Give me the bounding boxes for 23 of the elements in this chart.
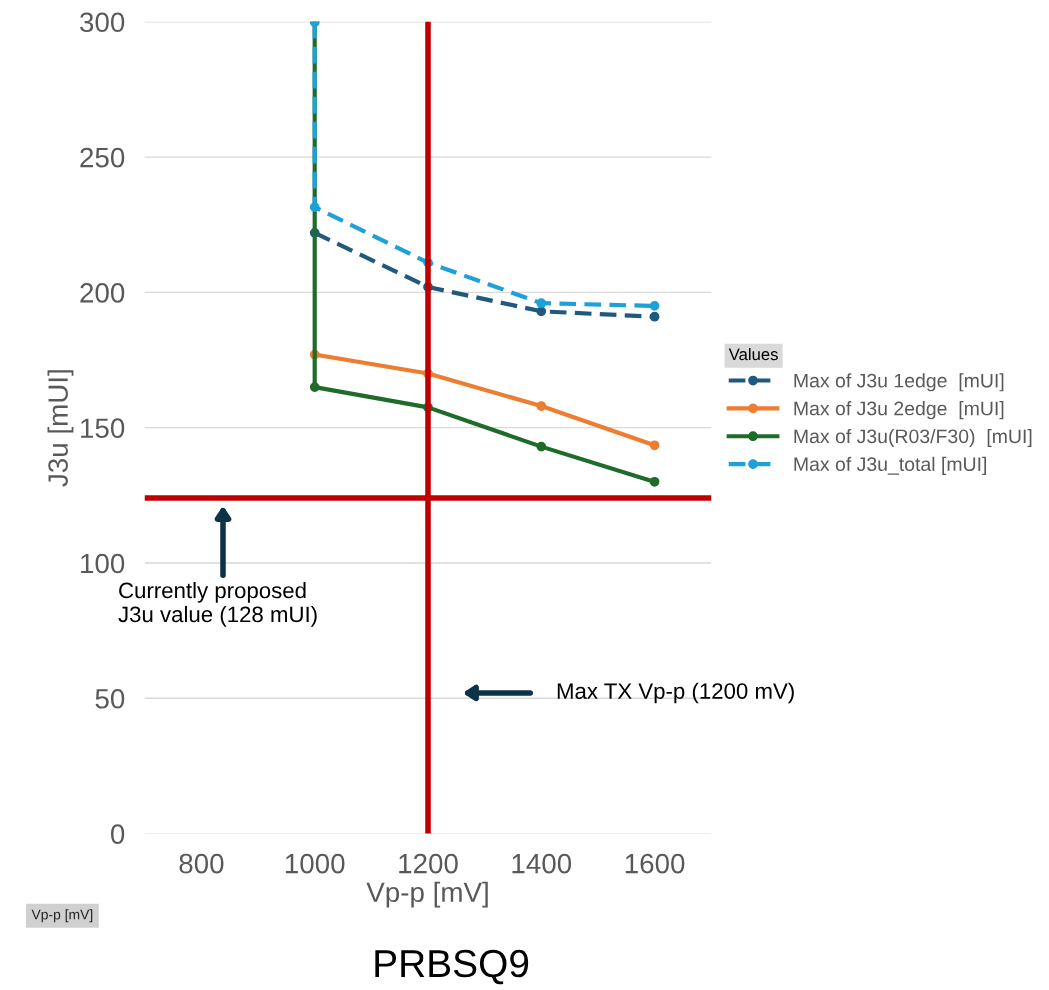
legend-label: Max of J3u 2edge [mUI] [794,401,1004,420]
y-tick-label: 300 [80,12,125,33]
x-tick-label: 800 [179,853,224,874]
x-tick-label: 1000 [285,853,345,874]
annotation: Currently proposed J3u value (128 mUI) [118,582,317,627]
legend-label: Max of J3u 1edge [mUI] [794,373,1004,392]
y-tick-label: 50 [95,688,125,709]
x-tick-label: 1600 [625,853,685,874]
text: PRBSQ9 [375,949,529,985]
annotation: Max TX Vp-p (1200 mV) [557,682,794,704]
y-tick-label: 200 [80,283,125,303]
y-tick-label: 100 [81,553,125,574]
y-tick-label: 150 [81,418,125,439]
y-tick-label: 0 [110,824,125,844]
y-axis-title: J3u [mUI] [47,370,74,487]
text: Vp-p [mV] [31,909,93,923]
y-tick-label: 250 [80,147,125,168]
x-tick-label: 1200 [399,853,458,874]
legend-label: Max of J3u_total [mUI] [794,456,987,475]
legend-label: Max of J3u(R03/F30) [mUI] [794,428,1032,448]
legend-title: Values [728,347,778,361]
x-tick-label: 1400 [512,853,572,874]
x-axis-title: Vp-p [mV] [366,881,488,908]
